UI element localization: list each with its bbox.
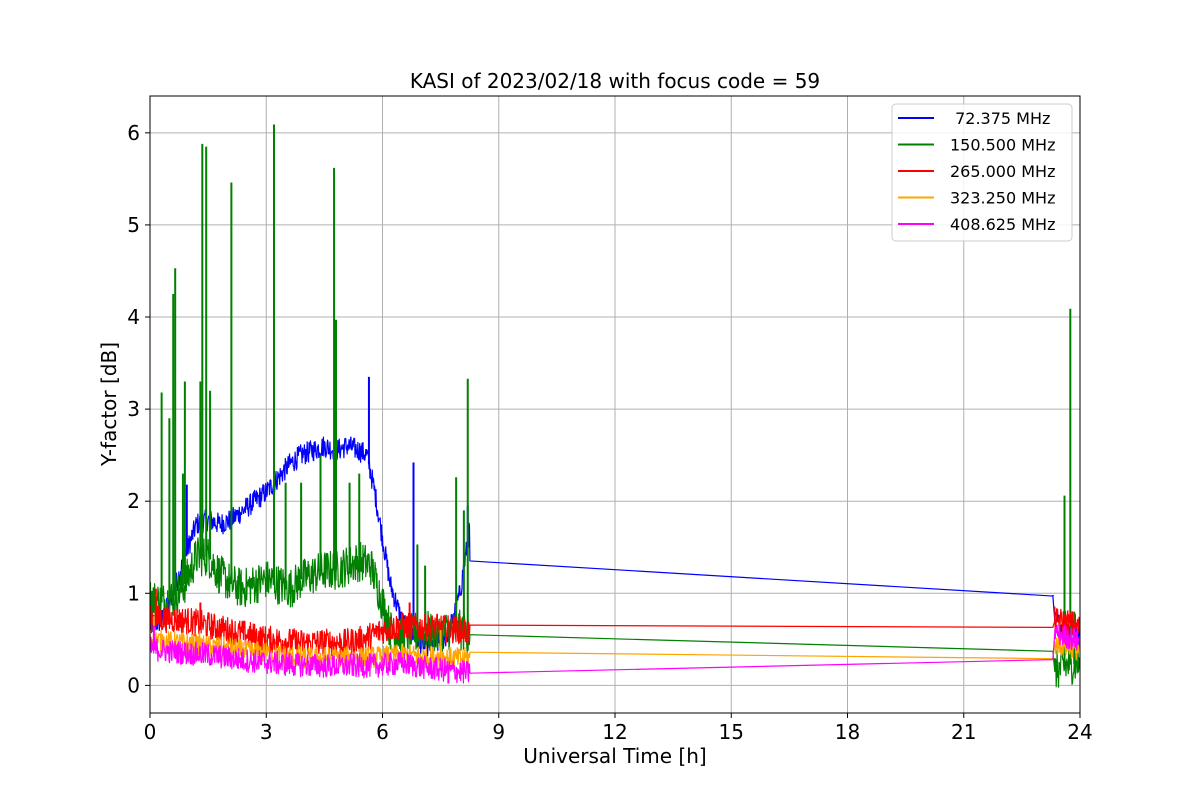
legend-entries: 72.375 MHz 150.500 MHz 265.000 MHz 323.250 … <box>898 109 1055 234</box>
x-tick-label: 24 <box>1067 720 1092 744</box>
x-tick-label: 15 <box>719 720 744 744</box>
x-tick-label: 0 <box>144 720 157 744</box>
legend-box <box>891 103 1073 242</box>
y-tick-label: 2 <box>127 489 140 513</box>
y-axis-label: Y-factor [dB] <box>97 342 121 467</box>
legend-label: 72.375 MHz <box>950 109 1050 128</box>
x-tick-label: 18 <box>835 720 860 744</box>
legend: 72.375 MHz 150.500 MHz 265.000 MHz 323.250 … <box>891 103 1073 242</box>
series-line <box>150 605 1080 657</box>
x-tick-label: 3 <box>260 720 273 744</box>
x-tick-label: 6 <box>376 720 389 744</box>
legend-label: 265.000 MHz <box>950 162 1055 181</box>
series-line <box>150 629 1080 670</box>
series-2 <box>150 124 1080 688</box>
y-tick-label: 4 <box>127 305 140 329</box>
y-tick-label: 0 <box>127 673 140 697</box>
series-5 <box>150 622 1080 684</box>
chart-title: KASI of 2023/02/18 with focus code = 59 <box>410 69 820 93</box>
y-tick-label: 3 <box>127 397 140 421</box>
series-3 <box>150 588 1080 657</box>
x-tick-label: 21 <box>951 720 976 744</box>
legend-label: 150.500 MHz <box>950 136 1055 155</box>
series-layer <box>150 124 1080 688</box>
y-tick-label: 1 <box>127 581 140 605</box>
x-axis-label: Universal Time [h] <box>523 744 706 768</box>
legend-label: 323.250 MHz <box>950 189 1055 208</box>
series-line <box>150 622 1080 684</box>
x-tick-label: 9 <box>492 720 505 744</box>
x-tick-label: 12 <box>602 720 627 744</box>
series-line <box>150 436 1080 660</box>
legend-label: 408.625 MHz <box>950 215 1055 234</box>
y-tick-label: 5 <box>127 213 140 237</box>
y-tick-label: 6 <box>127 121 140 145</box>
